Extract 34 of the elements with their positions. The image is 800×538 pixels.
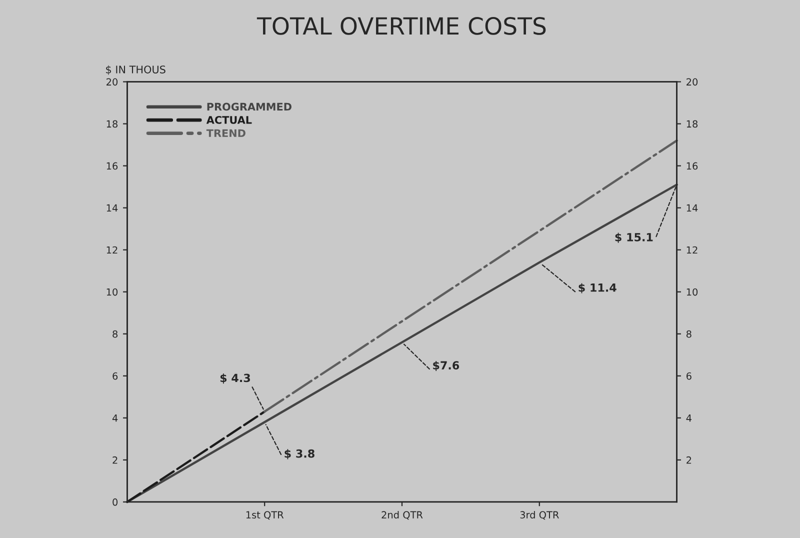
annotation: $ 4.3 <box>220 374 250 384</box>
y-tick-label: 18 <box>106 120 118 128</box>
text: PROGRAMMED <box>207 102 292 111</box>
y2-tick-label: 18 <box>686 120 698 128</box>
y-tick-label: 16 <box>106 162 118 170</box>
annotation: $ 3.8 <box>284 449 314 460</box>
y2-tick-label: 10 <box>686 288 698 296</box>
x-tick-label: 3rd QTR <box>520 510 559 520</box>
y2-tick-label: 16 <box>686 162 698 170</box>
annotation: $ 11.4 <box>578 283 616 294</box>
y2-tick-label: 8 <box>686 330 692 338</box>
y-tick-label: 10 <box>106 288 118 296</box>
x-tick-label: 1st QTR <box>246 511 284 520</box>
y2-tick-label: 20 <box>686 78 698 86</box>
y-tick-label: 6 <box>112 372 118 380</box>
y2-tick-label: 6 <box>686 372 692 380</box>
y2-tick-label: 2 <box>686 456 692 464</box>
annotation: $7.6 <box>433 360 460 372</box>
y-tick-label: 4 <box>112 414 118 422</box>
y-tick-label: 2 <box>112 456 118 464</box>
text: TREND <box>206 129 246 137</box>
y-axis-title: $ IN THOUS <box>106 65 166 75</box>
chart-title: TOTAL OVERTIME COSTS <box>256 17 546 35</box>
annotation: $ 15.1 <box>615 232 653 243</box>
x-tick-label: 2nd QTR <box>382 510 423 520</box>
y-tick-label: 12 <box>106 246 118 254</box>
y-tick-label: 8 <box>112 330 118 338</box>
y-tick-label: 20 <box>106 78 118 86</box>
y2-tick-label: 14 <box>686 204 698 212</box>
text: ACTUAL <box>206 116 252 124</box>
y-tick-label: 14 <box>106 204 118 212</box>
y2-tick-label: 12 <box>686 246 698 254</box>
y2-tick-label: 4 <box>686 414 692 422</box>
y-tick-label: 0 <box>112 498 118 506</box>
